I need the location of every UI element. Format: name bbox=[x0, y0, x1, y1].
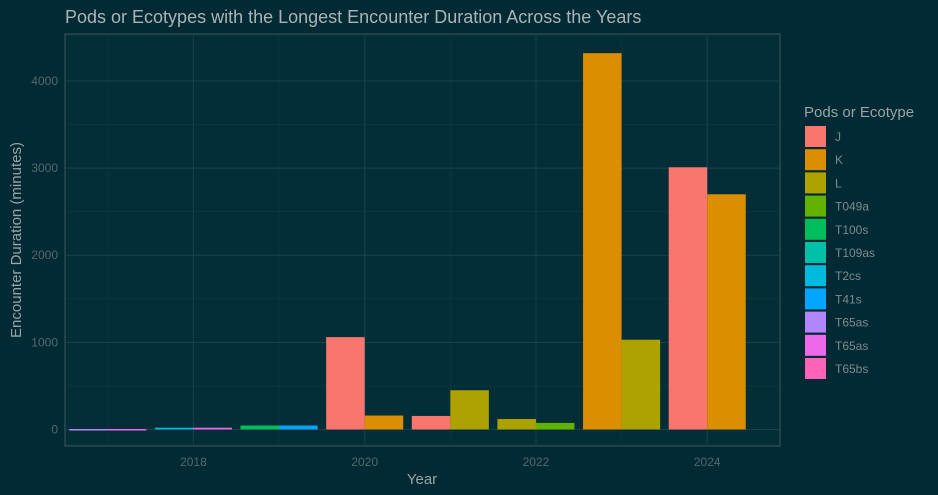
y-tick-label: 0 bbox=[51, 422, 58, 436]
bar bbox=[107, 429, 147, 431]
legend-label: T65as bbox=[835, 339, 868, 353]
legend: Pods or Ecotype JKL T049a T100s T109as T2cs T… bbox=[804, 104, 914, 379]
legend-swatch bbox=[805, 265, 826, 287]
legend-swatch bbox=[805, 288, 826, 310]
y-axis-ticks: 0 1000 2000 3000 4000 bbox=[31, 74, 58, 436]
legend-swatch bbox=[805, 149, 826, 171]
legend-label: T41s bbox=[835, 292, 862, 306]
x-tick-label: 2022 bbox=[523, 455, 550, 469]
y-tick-label: 2000 bbox=[31, 248, 58, 262]
legend-label: T65bs bbox=[835, 362, 868, 376]
x-axis-ticks: 2018 2020 2022 2024 bbox=[180, 455, 721, 469]
plot-panel bbox=[64, 33, 781, 447]
bar bbox=[364, 415, 404, 430]
bar bbox=[535, 422, 575, 430]
bar bbox=[621, 339, 661, 430]
bar bbox=[279, 425, 318, 430]
legend-label: T109as bbox=[835, 246, 875, 260]
bar bbox=[193, 427, 232, 430]
legend-swatch bbox=[805, 358, 826, 379]
bar bbox=[668, 167, 708, 430]
y-tick-label: 3000 bbox=[31, 161, 58, 175]
chart-title: Pods or Ecotypes with the Longest Encoun… bbox=[65, 7, 641, 27]
legend-label: K bbox=[835, 153, 843, 167]
legend-swatch bbox=[805, 242, 826, 263]
bar bbox=[707, 194, 746, 430]
legend-label: L bbox=[835, 176, 842, 190]
bar bbox=[497, 418, 536, 430]
legend-swatch bbox=[805, 172, 826, 194]
legend-swatch bbox=[805, 334, 826, 356]
y-axis-label: Encounter Duration (minutes) bbox=[8, 142, 25, 338]
bar bbox=[411, 415, 451, 430]
bar bbox=[450, 390, 489, 430]
bar bbox=[326, 337, 365, 430]
legend-swatch bbox=[805, 126, 826, 147]
legend-swatch bbox=[805, 218, 826, 240]
legend-label: T100s bbox=[835, 223, 868, 237]
legend-title: Pods or Ecotype bbox=[804, 104, 914, 121]
legend-swatch bbox=[805, 195, 826, 217]
legend-label: T049a bbox=[835, 200, 869, 214]
legend-label: T2cs bbox=[835, 269, 861, 283]
x-tick-label: 2018 bbox=[180, 455, 207, 469]
y-tick-label: 4000 bbox=[31, 74, 58, 88]
x-axis-label: Year bbox=[407, 471, 437, 488]
bar bbox=[240, 425, 280, 430]
legend-label: T65as bbox=[835, 316, 868, 330]
bars bbox=[69, 53, 746, 431]
legend-label: J bbox=[835, 130, 841, 144]
bar bbox=[69, 429, 108, 431]
x-tick-label: 2024 bbox=[694, 455, 721, 469]
bar bbox=[154, 427, 194, 430]
x-tick-label: 2020 bbox=[351, 455, 378, 469]
legend-swatch bbox=[805, 311, 826, 333]
bar bbox=[583, 53, 622, 430]
y-tick-label: 1000 bbox=[31, 335, 58, 349]
